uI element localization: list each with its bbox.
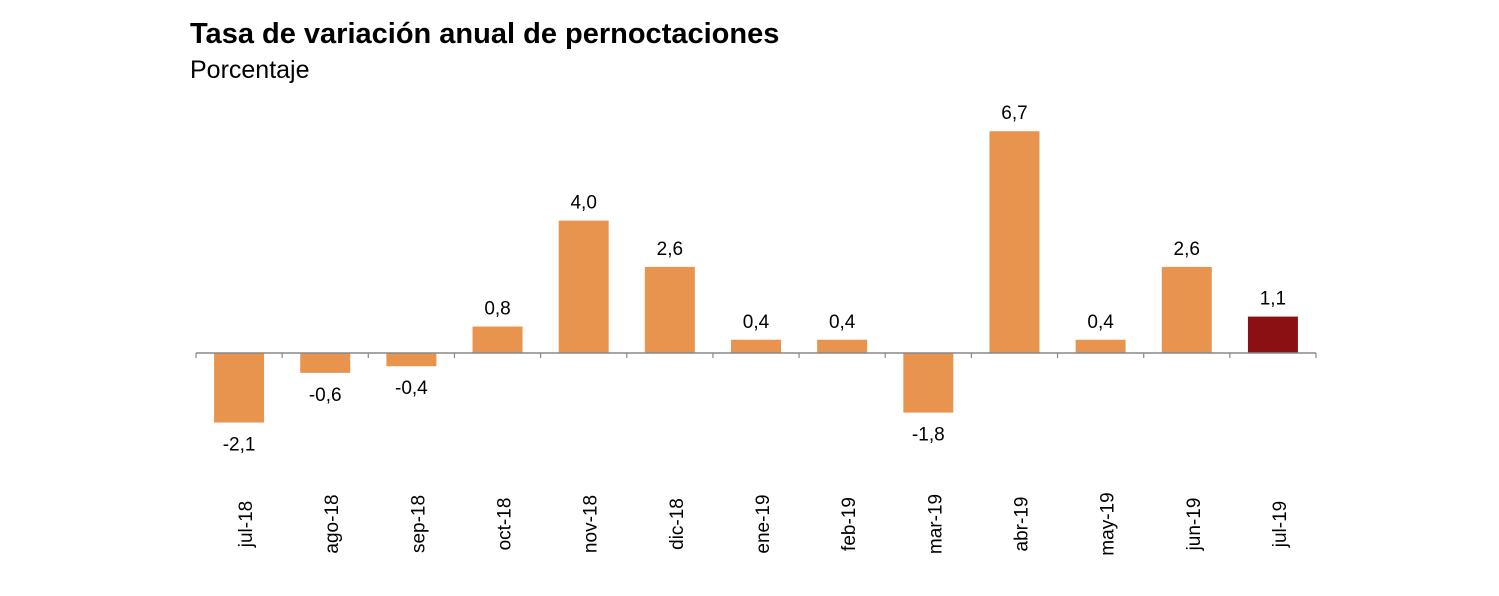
data-label-abr-19: 6,7 [1001,103,1027,124]
x-tick-label-jul-19: jul-19 [1270,501,1291,548]
x-tick-label-ene-19: ene-19 [753,494,774,553]
x-tick-label-may-19: may-19 [1098,492,1119,555]
data-label-ago-18: -0,6 [309,385,342,406]
data-label-ene-19: 0,4 [743,312,770,333]
bar-nov-18 [558,220,609,353]
x-tick-label-abr-19: abr-19 [1011,497,1032,552]
bar-oct-18 [472,326,523,353]
x-tick-label-ago-18: ago-18 [322,494,343,553]
x-tick-label-jun-19: jun-19 [1184,498,1205,552]
data-label-mar-19: -1,8 [912,425,945,446]
bar-abr-19 [989,131,1040,353]
bar-feb-19 [817,339,868,353]
x-tick-label-dic-18: dic-18 [667,498,688,550]
data-label-oct-18: 0,8 [484,299,510,320]
bar-jul-18 [214,353,265,423]
bar-ene-19 [731,339,781,353]
x-tick-label-feb-19: feb-19 [839,497,860,551]
data-label-nov-18: 4,0 [570,193,596,214]
data-label-may-19: 0,4 [1087,312,1114,333]
bar-may-19 [1075,339,1126,353]
bar-sep-18 [386,353,437,367]
data-label-jul-19: 1,1 [1260,289,1286,310]
bar-mar-19 [903,353,954,413]
data-label-dic-18: 2,6 [657,239,683,260]
x-tick-label-mar-19: mar-19 [925,494,946,554]
bar-jul-19 [1247,316,1298,353]
chart-title: Tasa de variación anual de pernoctacione… [190,18,780,50]
data-label-feb-19: 0,4 [829,312,856,333]
x-tick-label-oct-18: oct-18 [495,498,516,551]
data-label-sep-18: -0,4 [395,378,428,399]
bar-dic-18 [644,266,695,353]
x-tick-label-sep-18: sep-18 [408,495,429,553]
data-label-jun-19: 2,6 [1174,239,1200,260]
bar-jun-19 [1161,266,1212,353]
x-tick-label-jul-18: jul-18 [236,501,257,548]
x-tick-label-nov-18: nov-18 [581,495,602,553]
data-label-jul-18: -2,1 [223,435,256,456]
chart-subtitle: Porcentaje [190,56,310,84]
bar-ago-18 [300,353,351,373]
